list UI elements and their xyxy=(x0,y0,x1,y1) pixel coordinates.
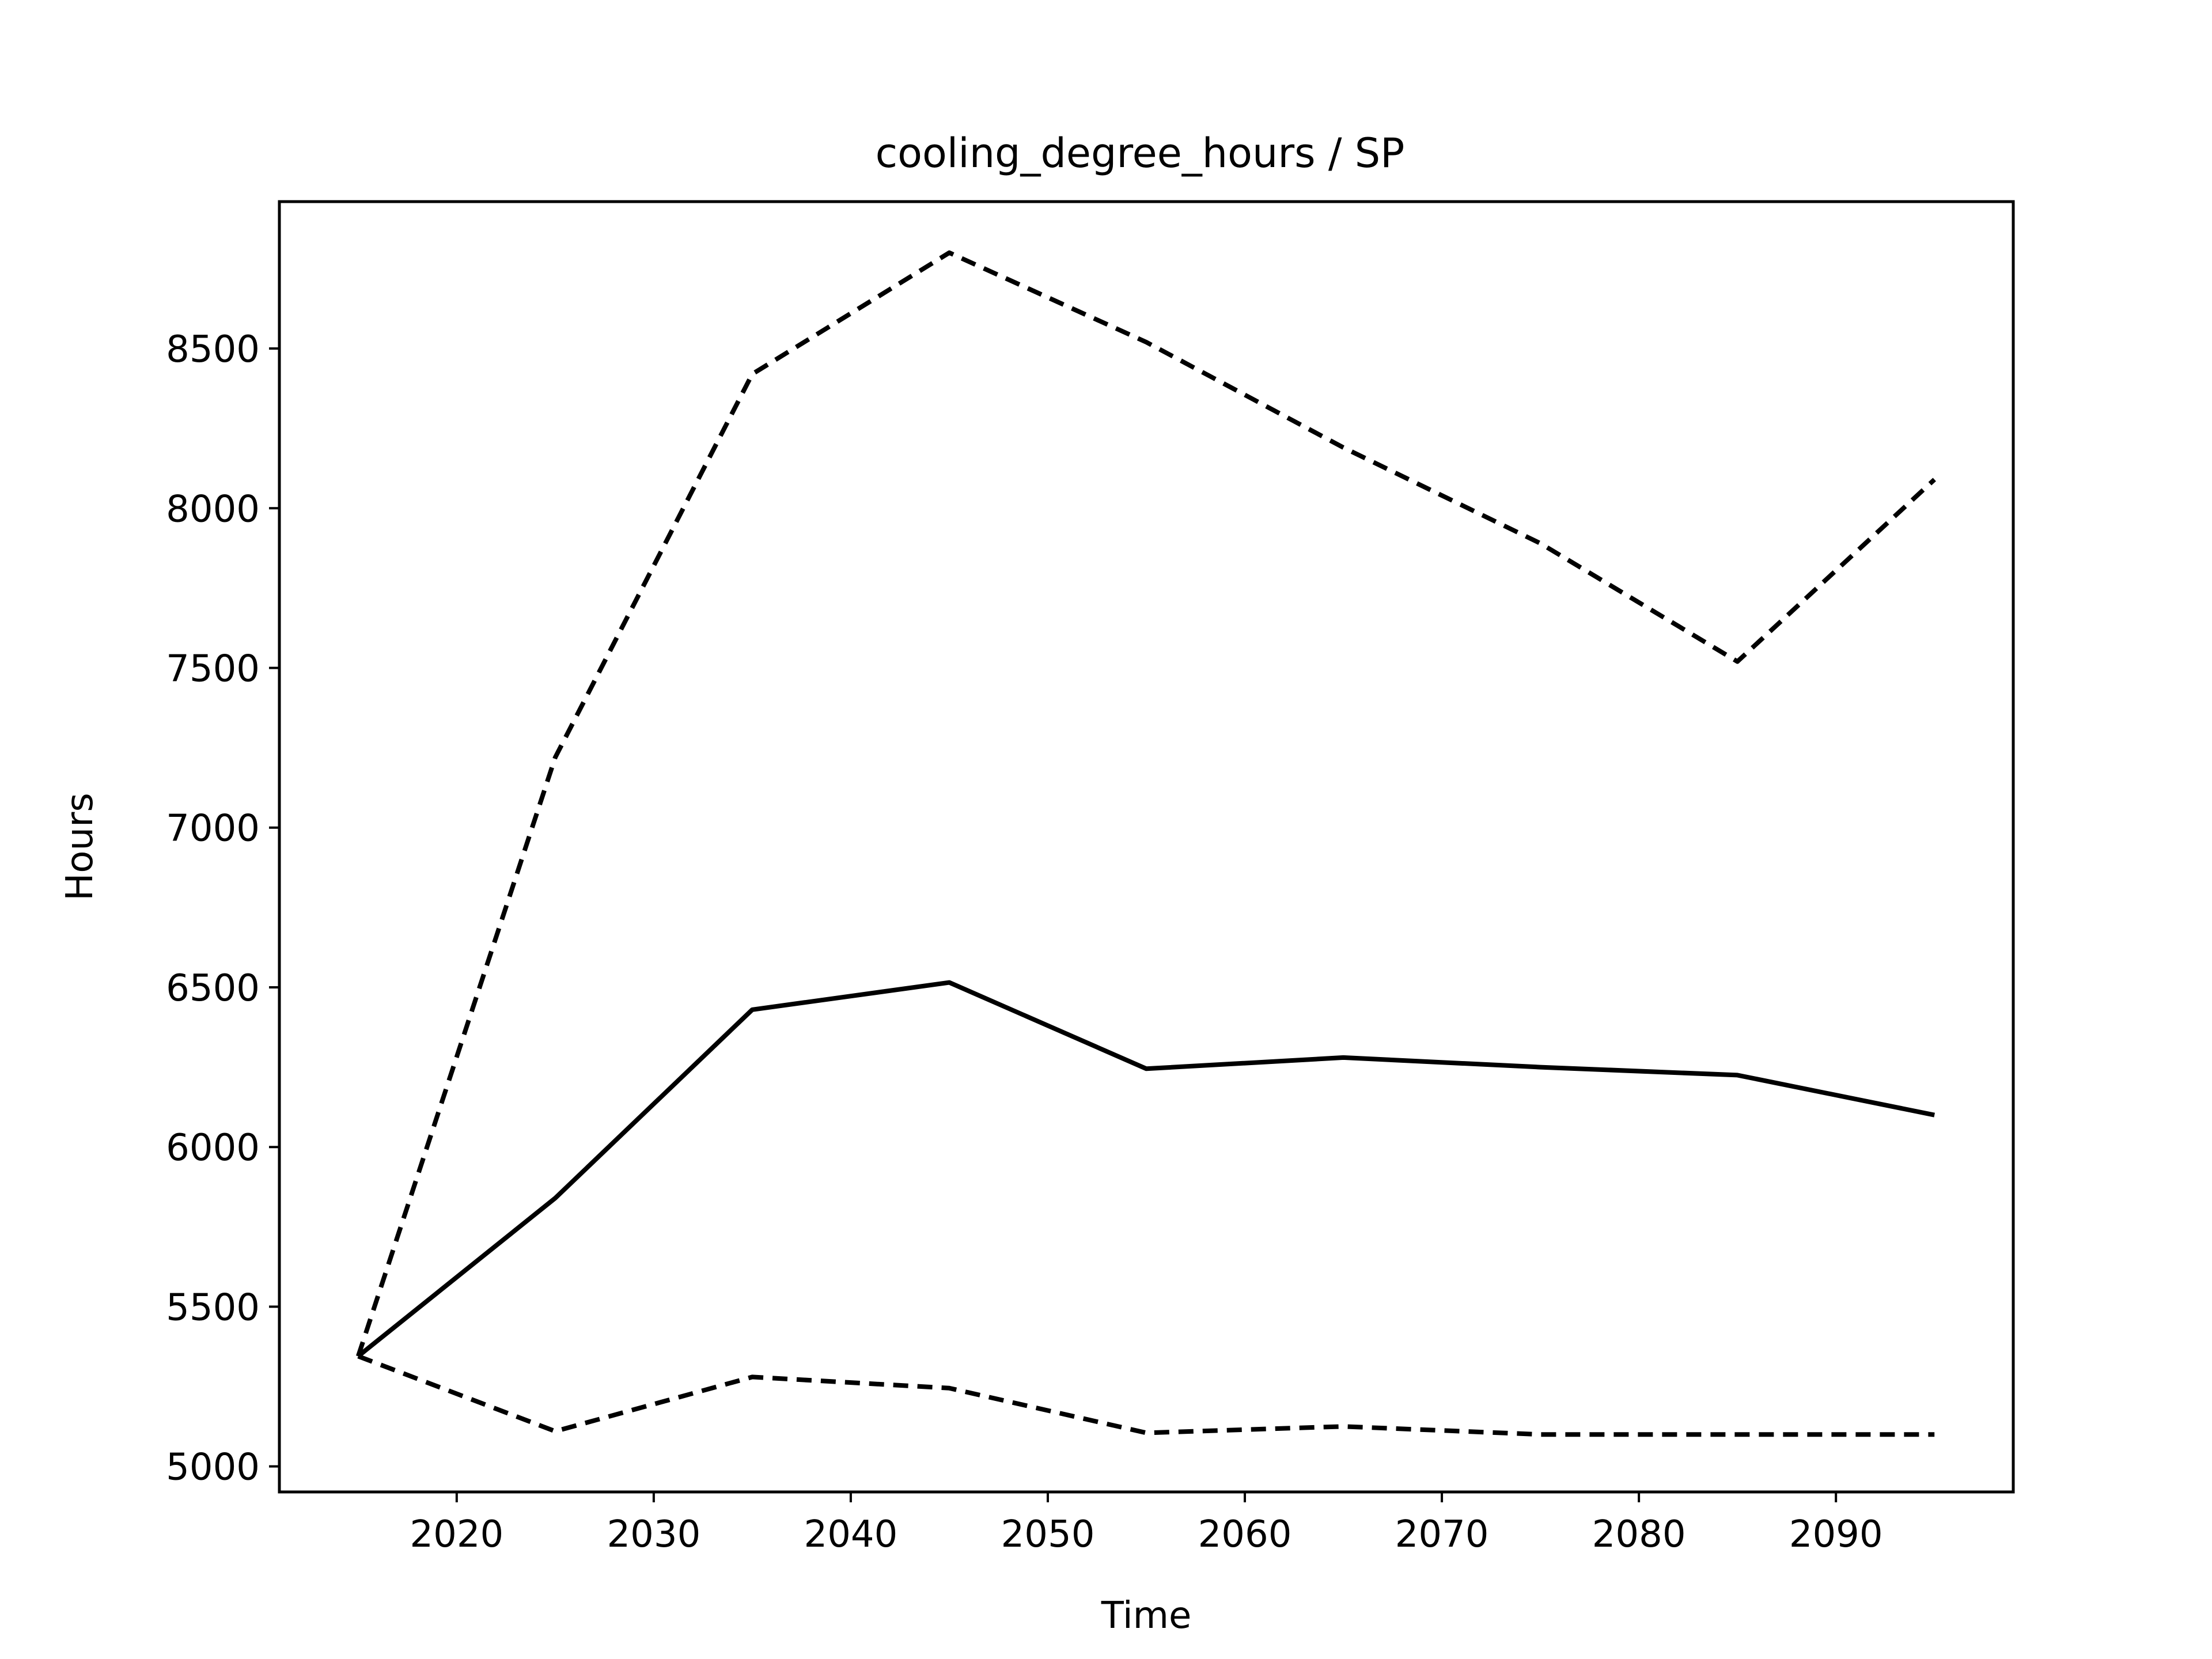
series-line-0 xyxy=(356,250,1936,1357)
x-tick-label: 2050 xyxy=(1001,1513,1095,1556)
y-tick-label: 5000 xyxy=(166,1446,260,1489)
x-tick-label: 2020 xyxy=(410,1513,503,1556)
y-tick-label: 7500 xyxy=(166,648,260,691)
series-layer xyxy=(356,250,1936,1437)
y-axis-label: Hours xyxy=(59,793,101,901)
y-axis: 5000 5500 6000 6500 7000 7500 8000 8500 xyxy=(166,328,279,1489)
x-tick-label: 2080 xyxy=(1592,1513,1686,1556)
y-tick-label: 8500 xyxy=(166,328,260,371)
chart-title: cooling_degree_hours / SP xyxy=(876,130,1405,177)
series-line-2 xyxy=(357,1354,1935,1437)
series-line-1 xyxy=(357,980,1935,1358)
y-tick-label: 8000 xyxy=(166,488,260,531)
x-axis: 2020 2030 2040 2050 2060 2070 2080 2090 xyxy=(410,1492,1883,1556)
x-axis-label: Time xyxy=(1101,1594,1192,1637)
x-tick-label: 2030 xyxy=(607,1513,700,1556)
y-tick-label: 6000 xyxy=(166,1127,260,1169)
x-tick-label: 2070 xyxy=(1395,1513,1489,1556)
y-tick-label: 6500 xyxy=(166,967,260,1010)
y-tick-label: 7000 xyxy=(166,808,260,850)
x-tick-label: 2060 xyxy=(1198,1513,1292,1556)
plot-frame xyxy=(278,200,2015,1494)
x-tick-label: 2040 xyxy=(804,1513,897,1556)
y-tick-label: 5500 xyxy=(166,1286,260,1329)
x-tick-label: 2090 xyxy=(1789,1513,1883,1556)
